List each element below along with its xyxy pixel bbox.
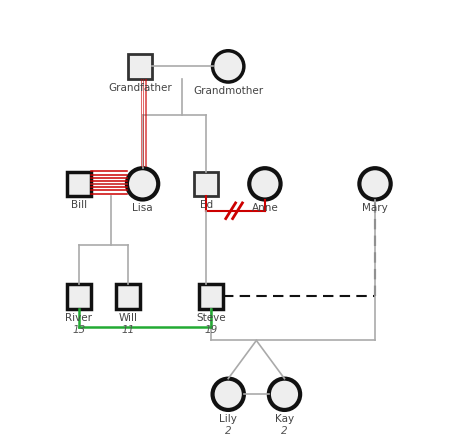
Bar bbox=[128, 54, 152, 78]
Circle shape bbox=[359, 168, 391, 199]
Text: 11: 11 bbox=[121, 325, 135, 335]
Circle shape bbox=[127, 168, 158, 199]
Text: Mary: Mary bbox=[362, 203, 388, 214]
Circle shape bbox=[213, 379, 244, 410]
Text: 2: 2 bbox=[281, 426, 288, 436]
Circle shape bbox=[249, 168, 280, 199]
Bar bbox=[199, 284, 223, 309]
Bar bbox=[194, 172, 218, 196]
Text: Grandmother: Grandmother bbox=[193, 86, 263, 96]
Text: Anne: Anne bbox=[251, 203, 278, 214]
Text: Lisa: Lisa bbox=[132, 203, 153, 214]
Bar bbox=[116, 284, 140, 309]
Text: 13: 13 bbox=[72, 325, 86, 335]
Text: 2: 2 bbox=[225, 426, 231, 436]
Text: Steve: Steve bbox=[196, 313, 226, 322]
Bar bbox=[67, 172, 91, 196]
Text: 19: 19 bbox=[205, 325, 218, 335]
Circle shape bbox=[269, 379, 300, 410]
Bar bbox=[67, 284, 91, 309]
Text: Bill: Bill bbox=[71, 200, 87, 210]
Text: Will: Will bbox=[119, 313, 138, 322]
Text: Lily: Lily bbox=[219, 414, 237, 424]
Text: River: River bbox=[66, 313, 92, 322]
Text: Kay: Kay bbox=[275, 414, 294, 424]
Text: Grandfather: Grandfather bbox=[108, 83, 172, 93]
Text: Ed: Ed bbox=[199, 200, 213, 210]
Circle shape bbox=[213, 51, 244, 82]
